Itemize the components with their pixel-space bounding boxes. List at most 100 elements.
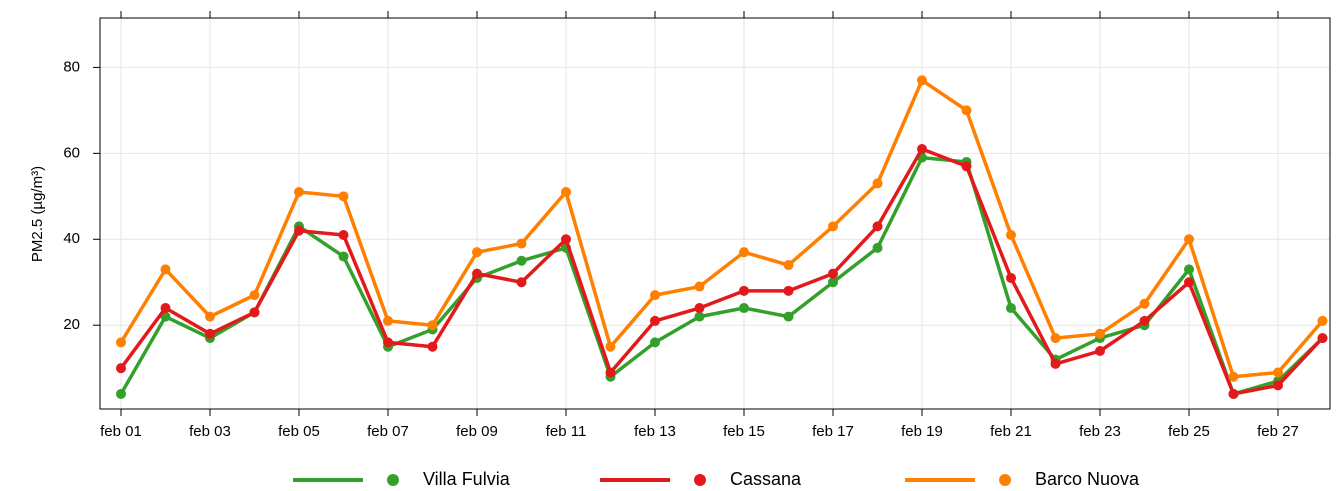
point bbox=[1050, 333, 1061, 344]
x-tick-label: feb 25 bbox=[1168, 423, 1210, 440]
point bbox=[650, 337, 660, 348]
x-tick-label: feb 05 bbox=[278, 423, 320, 440]
legend-point bbox=[999, 474, 1011, 486]
point bbox=[961, 161, 972, 172]
point bbox=[605, 367, 616, 378]
x-tick-label: feb 07 bbox=[367, 423, 409, 440]
point bbox=[1184, 264, 1194, 275]
y-tick-label: 40 bbox=[63, 230, 80, 247]
point bbox=[739, 303, 749, 314]
point bbox=[1273, 367, 1283, 378]
y-axis-label: PM2.5 (µg/m³) bbox=[29, 166, 46, 262]
point bbox=[427, 320, 438, 331]
point bbox=[383, 337, 393, 348]
x-tick-label: feb 03 bbox=[189, 423, 231, 440]
legend-label: Barco Nuova bbox=[1035, 469, 1140, 489]
legend-label: Cassana bbox=[730, 469, 802, 489]
series bbox=[116, 75, 1328, 382]
point bbox=[917, 144, 927, 155]
point bbox=[783, 311, 794, 322]
point bbox=[1050, 358, 1061, 369]
point bbox=[1095, 345, 1105, 356]
point bbox=[116, 337, 126, 348]
point bbox=[828, 277, 838, 288]
point bbox=[561, 187, 571, 198]
x-tick-label: feb 15 bbox=[723, 423, 765, 440]
point bbox=[828, 221, 838, 232]
point bbox=[249, 290, 260, 301]
x-tick-label: feb 17 bbox=[812, 423, 854, 440]
point bbox=[1006, 303, 1016, 314]
point bbox=[294, 225, 304, 236]
point bbox=[650, 315, 660, 326]
point bbox=[828, 268, 838, 279]
point bbox=[783, 260, 794, 271]
x-tick-label: feb 09 bbox=[456, 423, 498, 440]
point bbox=[605, 341, 616, 352]
point bbox=[694, 303, 705, 314]
line bbox=[119, 78, 1324, 379]
point bbox=[338, 251, 349, 262]
y-tick-label: 20 bbox=[63, 316, 80, 333]
x-tick-label: feb 19 bbox=[901, 423, 943, 440]
point bbox=[116, 388, 126, 399]
point bbox=[1184, 277, 1194, 288]
line bbox=[119, 147, 1324, 396]
point bbox=[1273, 380, 1283, 391]
point bbox=[516, 238, 527, 249]
point bbox=[1317, 315, 1328, 326]
legend-item: Barco Nuova bbox=[905, 469, 1140, 489]
point bbox=[1317, 333, 1328, 344]
point bbox=[249, 307, 260, 318]
point bbox=[383, 315, 393, 326]
point bbox=[294, 187, 304, 198]
point bbox=[1006, 229, 1016, 240]
point bbox=[650, 290, 660, 301]
y-tick-label: 80 bbox=[63, 58, 80, 75]
point bbox=[1184, 234, 1194, 245]
line bbox=[119, 155, 1324, 396]
x-tick-label: feb 11 bbox=[546, 423, 587, 440]
point bbox=[205, 328, 215, 339]
point bbox=[872, 178, 883, 189]
series bbox=[116, 144, 1328, 399]
point bbox=[472, 268, 482, 279]
point bbox=[1095, 328, 1105, 339]
y-tick-label: 60 bbox=[63, 144, 80, 161]
legend-point bbox=[387, 474, 399, 486]
x-tick-label: feb 13 bbox=[634, 423, 676, 440]
legend-item: Villa Fulvia bbox=[293, 469, 511, 489]
plot-frame bbox=[99, 17, 1331, 410]
point bbox=[338, 229, 349, 240]
point bbox=[872, 242, 883, 253]
point bbox=[694, 281, 705, 292]
point bbox=[1228, 371, 1239, 382]
point bbox=[1139, 315, 1150, 326]
point bbox=[561, 234, 571, 245]
point bbox=[739, 247, 749, 258]
point bbox=[116, 363, 126, 374]
legend-item: Cassana bbox=[600, 469, 802, 489]
point bbox=[872, 221, 883, 232]
point bbox=[739, 285, 749, 296]
point bbox=[961, 105, 972, 116]
x-tick-label: feb 01 bbox=[100, 423, 142, 440]
point bbox=[1006, 272, 1016, 283]
point bbox=[1228, 388, 1239, 399]
point bbox=[160, 303, 171, 314]
point bbox=[516, 277, 527, 288]
legend-label: Villa Fulvia bbox=[423, 469, 511, 489]
x-tick-label: feb 23 bbox=[1079, 423, 1121, 440]
x-tick-label: feb 27 bbox=[1257, 423, 1299, 440]
x-tick-label: feb 21 bbox=[990, 423, 1032, 440]
point bbox=[917, 75, 927, 86]
point bbox=[205, 311, 215, 322]
point bbox=[427, 341, 438, 352]
point bbox=[694, 311, 705, 322]
point bbox=[472, 247, 482, 258]
point bbox=[516, 255, 527, 266]
point bbox=[160, 264, 171, 275]
point bbox=[1139, 298, 1150, 309]
point bbox=[783, 285, 794, 296]
